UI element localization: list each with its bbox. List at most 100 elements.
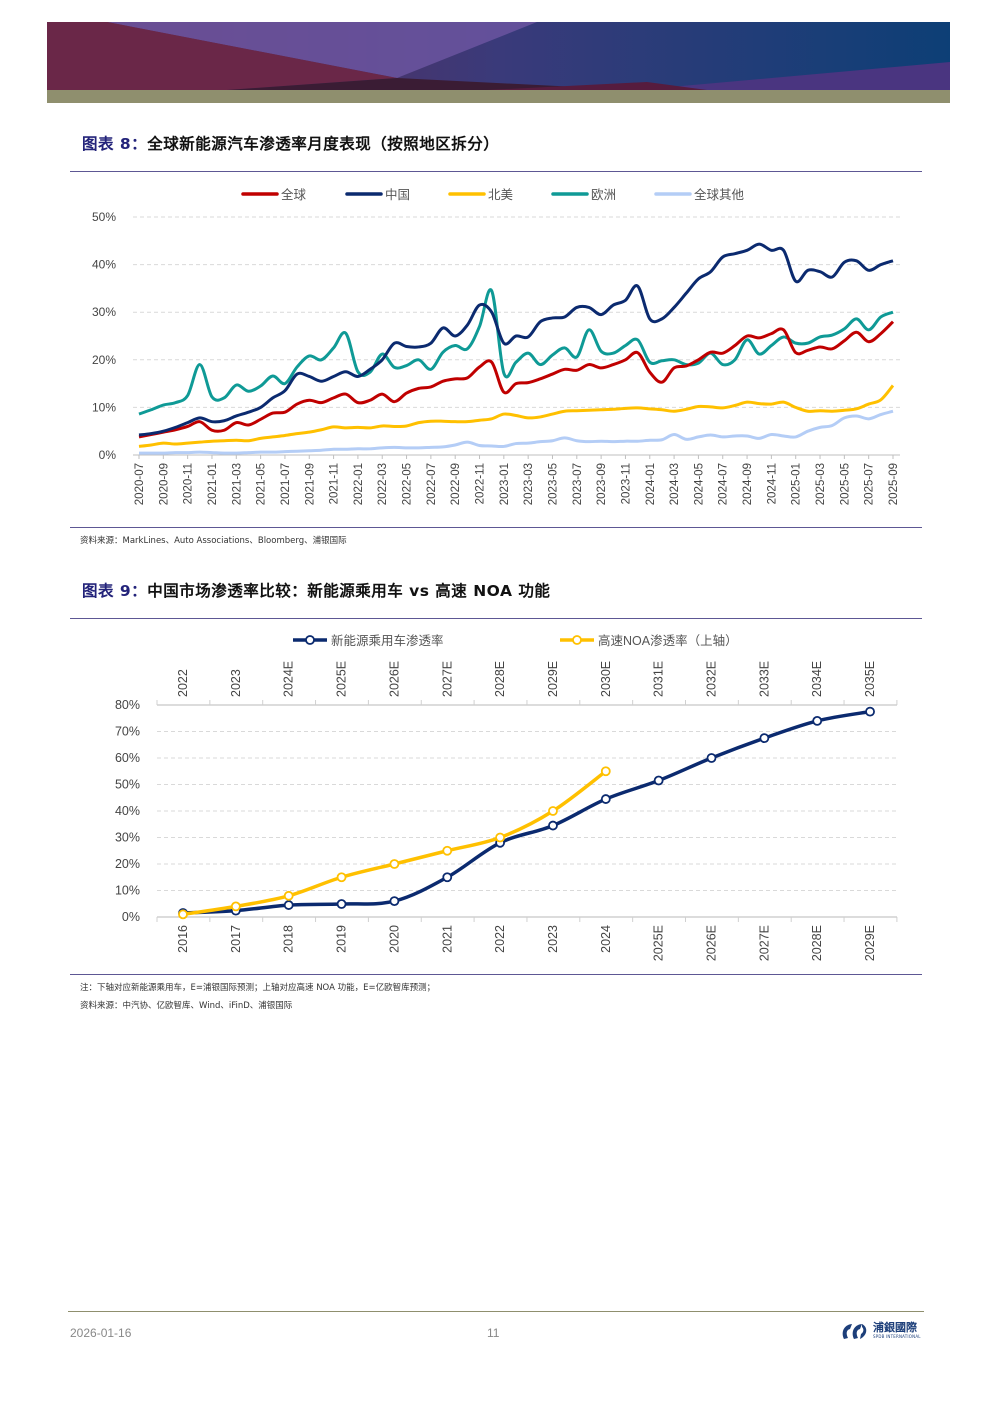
data-point-nev bbox=[442, 872, 453, 883]
logo-subtext: SPDB INTERNATIONAL bbox=[873, 1334, 921, 1339]
y-tick-label: 0% bbox=[99, 448, 117, 462]
x-tick-label: 2023-11 bbox=[620, 463, 632, 504]
y-tick-label: 60% bbox=[115, 751, 140, 765]
data-point-nev bbox=[812, 716, 823, 726]
data-point-nev bbox=[600, 794, 611, 804]
y-tick-label: 50% bbox=[92, 210, 116, 224]
top-x-tick-label: 2025E bbox=[335, 661, 349, 697]
page-number: 11 bbox=[487, 1326, 500, 1340]
figure8-number: 图表 8： bbox=[82, 135, 148, 153]
bottom-x-tick-label: 2016 bbox=[176, 925, 190, 953]
bottom-x-tick-label: 2026E bbox=[705, 925, 719, 961]
x-tick-label: 2023-09 bbox=[596, 463, 608, 505]
data-point-noa bbox=[600, 766, 611, 777]
x-tick-label: 2024-01 bbox=[645, 463, 657, 505]
x-tick-label: 2025-07 bbox=[864, 463, 876, 505]
header-banner bbox=[47, 22, 950, 103]
y-tick-label: 30% bbox=[115, 831, 140, 845]
top-x-tick-label: 2027E bbox=[440, 661, 454, 697]
bottom-x-tick-label: 2027E bbox=[757, 925, 771, 961]
series-line-north_america bbox=[138, 384, 895, 448]
data-point-nev bbox=[548, 820, 558, 831]
x-tick-label: 2021-11 bbox=[329, 463, 341, 504]
data-point-nev bbox=[389, 896, 400, 907]
x-tick-label: 2022-05 bbox=[402, 463, 414, 505]
data-point-noa bbox=[389, 859, 400, 869]
x-tick-label: 2025-05 bbox=[839, 463, 851, 505]
figure8-title-text: 全球新能源汽车渗透率月度表现（按照地区拆分） bbox=[147, 135, 500, 153]
legend-marker-nev bbox=[305, 635, 315, 645]
top-x-tick-label: 2033E bbox=[757, 661, 771, 697]
x-tick-label: 2022-09 bbox=[450, 463, 462, 505]
y-tick-label: 40% bbox=[92, 258, 116, 272]
top-x-tick-label: 2032E bbox=[705, 661, 719, 697]
bottom-x-tick-label: 2018 bbox=[282, 925, 296, 953]
x-tick-label: 2021-09 bbox=[304, 463, 316, 505]
series-line-global bbox=[138, 320, 895, 439]
logo-mark-icon bbox=[842, 1324, 867, 1339]
figure8-top-rule bbox=[70, 171, 922, 172]
data-point-nev bbox=[283, 900, 294, 910]
figure9-source: 资料来源：中汽协、亿欧智库、Wind、iFinD、浦银国际 bbox=[80, 1001, 293, 1011]
data-point-nev bbox=[706, 753, 717, 763]
legend-label-nev: 新能源乘用车渗透率 bbox=[331, 633, 444, 648]
data-point-noa bbox=[495, 832, 506, 843]
y-tick-label: 80% bbox=[115, 698, 140, 712]
legend-label-rest_of_world: 全球其他 bbox=[694, 187, 745, 202]
data-point-nev bbox=[865, 706, 875, 717]
x-tick-label: 2023-05 bbox=[547, 463, 559, 505]
data-point-noa bbox=[442, 845, 453, 856]
top-x-tick-label: 2026E bbox=[387, 661, 401, 697]
legend-label-europe: 欧洲 bbox=[591, 188, 616, 202]
figure9-note: 注：下轴对应新能源乘用车，E=浦银国际预测；上轴对应高速 NOA 功能，E=亿欧… bbox=[80, 983, 436, 993]
top-x-tick-label: 2028E bbox=[493, 661, 507, 697]
data-point-nev bbox=[336, 899, 347, 909]
y-tick-label: 30% bbox=[92, 305, 116, 319]
x-tick-label: 2022-01 bbox=[353, 463, 365, 505]
bottom-x-tick-label: 2020 bbox=[387, 925, 401, 953]
y-tick-label: 40% bbox=[115, 804, 140, 818]
bottom-x-tick-label: 2021 bbox=[440, 925, 454, 953]
footer-date: 2026-01-16 bbox=[70, 1326, 132, 1340]
legend-label-noa: 高速NOA渗透率（上轴） bbox=[598, 633, 738, 648]
y-tick-label: 20% bbox=[115, 857, 140, 871]
logo-text: 浦銀國際 bbox=[873, 1321, 917, 1334]
bottom-x-tick-label: 2024 bbox=[599, 925, 613, 953]
bottom-x-tick-label: 2029E bbox=[863, 925, 877, 961]
x-tick-label: 2023-03 bbox=[523, 463, 535, 505]
x-tick-label: 2023-01 bbox=[499, 463, 511, 505]
data-point-noa bbox=[283, 890, 294, 901]
legend-label-north_america: 北美 bbox=[488, 188, 513, 202]
y-tick-label: 70% bbox=[115, 725, 140, 739]
x-tick-label: 2020-07 bbox=[134, 463, 146, 505]
figure9-top-rule bbox=[70, 618, 922, 619]
top-x-tick-label: 2023 bbox=[229, 669, 243, 697]
series-line-europe bbox=[138, 288, 894, 416]
x-tick-label: 2024-11 bbox=[766, 463, 778, 504]
figure8-chart: 0% 10% 20% 30% 40% 50% 2020-07 2020-09 2020-11 20… bbox=[92, 187, 900, 505]
x-tick-label: 2022-11 bbox=[475, 463, 487, 504]
series-line-rest_of_world bbox=[139, 409, 894, 455]
figure8-bottom-rule bbox=[70, 527, 922, 528]
x-tick-label: 2025-03 bbox=[815, 463, 827, 505]
figure9-title-text: 中国市场渗透率比较：新能源乘用车 vs 高速 NOA 功能 bbox=[147, 582, 551, 600]
data-point-noa bbox=[230, 901, 241, 912]
top-x-tick-label: 2031E bbox=[652, 661, 666, 697]
data-point-noa bbox=[178, 909, 188, 920]
footer-rule bbox=[68, 1311, 924, 1312]
figure8-source: 资料来源：MarkLines、Auto Associations、Bloombe… bbox=[80, 536, 347, 546]
data-point-noa bbox=[548, 806, 558, 816]
x-tick-label: 2021-01 bbox=[207, 463, 219, 505]
x-tick-label: 2024-07 bbox=[718, 463, 730, 505]
data-point-nev bbox=[759, 733, 770, 744]
x-tick-label: 2024-03 bbox=[669, 463, 681, 505]
y-tick-label: 10% bbox=[92, 400, 116, 414]
x-tick-label: 2020-11 bbox=[183, 463, 195, 504]
x-tick-label: 2023-07 bbox=[572, 463, 584, 505]
x-tick-label: 2022-07 bbox=[426, 463, 438, 505]
x-tick-label: 2024-09 bbox=[742, 463, 754, 505]
data-point-noa bbox=[336, 872, 347, 883]
bottom-x-tick-label: 2017 bbox=[229, 925, 243, 953]
x-tick-label: 2020-09 bbox=[158, 463, 170, 505]
top-x-tick-label: 2035E bbox=[863, 661, 877, 697]
